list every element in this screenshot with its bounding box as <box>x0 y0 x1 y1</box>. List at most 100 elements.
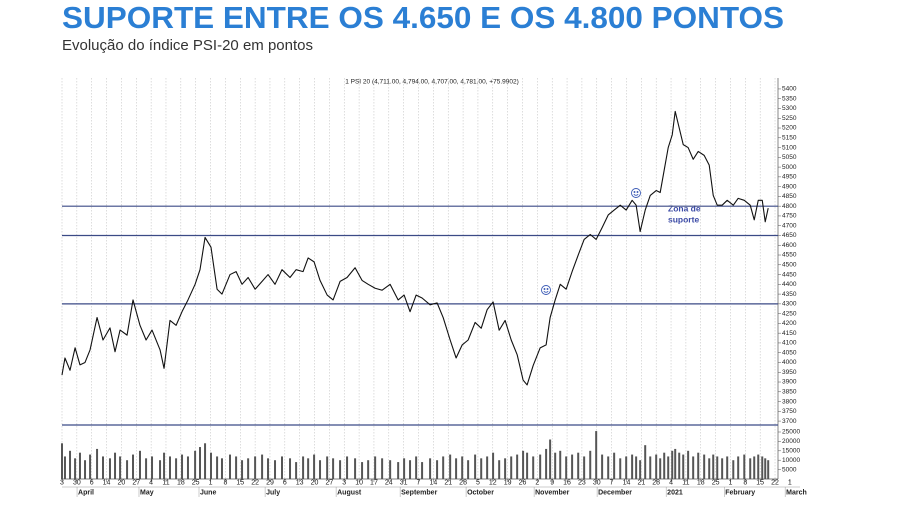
month-label: July <box>266 489 280 496</box>
volume-bar <box>522 450 525 479</box>
y-tick-label: 4200 <box>782 320 797 327</box>
volume-bar <box>708 458 711 479</box>
volume-bar <box>449 454 452 479</box>
volume-bar <box>307 458 310 479</box>
volume-bar <box>397 462 400 479</box>
y-tick-label: 4850 <box>782 193 797 200</box>
y-tick-label: 5200 <box>782 125 797 132</box>
volume-bar <box>163 452 166 479</box>
x-tick-label: 4 <box>149 479 153 486</box>
volume-bar <box>145 458 148 479</box>
x-tick-label: 6 <box>90 479 94 486</box>
volume-bar <box>436 460 439 479</box>
volume-bar <box>289 458 292 479</box>
x-tick-label: 15 <box>756 479 764 486</box>
volume-bar <box>554 452 557 479</box>
y-tick-label: 5300 <box>782 105 797 112</box>
volume-bar <box>532 456 535 479</box>
volume-bar <box>429 458 432 479</box>
x-tick-label: 6 <box>283 479 287 486</box>
x-tick-label: 3 <box>60 479 64 486</box>
volume-bar <box>302 456 305 479</box>
x-tick-label: 1 <box>209 479 213 486</box>
volume-bar <box>498 460 501 479</box>
volume-bar <box>467 460 470 479</box>
y-tick-label: 4500 <box>782 262 797 269</box>
volume-bar <box>667 456 670 479</box>
smiley-icon <box>541 188 641 295</box>
volume-bar <box>753 456 756 479</box>
volume-bar <box>89 454 92 479</box>
volume-bar <box>204 443 207 479</box>
month-label: May <box>140 489 154 496</box>
x-tick-label: 25 <box>712 479 720 486</box>
y-tick-label: 25000 <box>782 429 800 436</box>
volume-bar <box>625 456 628 479</box>
y-tick-label: 5250 <box>782 115 797 122</box>
volume-bar <box>749 458 752 479</box>
x-tick-label: 21 <box>444 479 452 486</box>
x-tick-label: 4 <box>669 479 673 486</box>
volume-bar <box>703 454 706 479</box>
chart-subtitle: Evolução do índice PSI-20 em pontos <box>62 37 313 54</box>
volume-bar <box>692 456 695 479</box>
annotation: Zona de <box>668 203 701 213</box>
x-tick-label: 26 <box>519 479 527 486</box>
x-tick-label: 7 <box>610 479 614 486</box>
y-tick-label: 3800 <box>782 398 797 405</box>
volume-bar <box>69 450 72 479</box>
volume-bar <box>254 456 257 479</box>
volume-bar <box>159 460 162 479</box>
y-tick-label: 3850 <box>782 389 797 396</box>
x-tick-label: 24 <box>385 479 393 486</box>
volume-bar <box>442 456 445 479</box>
y-tick-label: 4000 <box>782 359 797 366</box>
volume-bar <box>743 454 746 479</box>
x-tick-label: 19 <box>504 479 512 486</box>
y-tick-label: 4300 <box>782 301 797 308</box>
volume-bar <box>326 456 329 479</box>
volume-bar <box>108 458 111 479</box>
volume-bar <box>549 439 552 479</box>
y-tick-label: 4050 <box>782 349 797 356</box>
volume-bar <box>138 450 141 479</box>
x-tick-label: 7 <box>417 479 421 486</box>
volume-bar <box>697 452 700 479</box>
volume-bar <box>84 460 87 479</box>
x-tick-label: 22 <box>771 479 779 486</box>
volume-bar <box>209 452 212 479</box>
x-tick-label: 20 <box>118 479 126 486</box>
volume-bar <box>732 460 735 479</box>
x-tick-label: 10 <box>355 479 363 486</box>
x-tick-label: 28 <box>459 479 467 486</box>
volume-bar <box>374 456 377 479</box>
volume-bar <box>761 456 764 479</box>
volume-bar <box>613 452 616 479</box>
volume-bar <box>415 456 418 479</box>
x-tick-label: 17 <box>370 479 378 486</box>
volume-bar <box>712 454 715 479</box>
volume-bar <box>151 456 154 479</box>
volume-bar <box>181 454 184 479</box>
volume-bar <box>571 454 574 479</box>
x-tick-label: 14 <box>623 479 631 486</box>
volume-bar <box>589 450 592 479</box>
y-tick-label: 3750 <box>782 408 797 415</box>
month-label: June <box>200 489 216 496</box>
volume-bar <box>126 460 129 479</box>
x-tick-label: 16 <box>563 479 571 486</box>
volume-bar <box>486 456 489 479</box>
y-tick-label: 4150 <box>782 330 797 337</box>
x-tick-label: 9 <box>550 479 554 486</box>
volume-bar <box>565 456 568 479</box>
volume-bar <box>199 447 202 479</box>
volume-bar <box>119 456 122 479</box>
volume-bar <box>261 454 264 479</box>
volume-bar <box>132 454 135 479</box>
y-tick-label: 4400 <box>782 281 797 288</box>
y-tick-label: 3950 <box>782 369 797 376</box>
volume-bar <box>409 460 412 479</box>
x-tick-label: 14 <box>103 479 111 486</box>
y-tick-label: 3700 <box>782 418 797 425</box>
